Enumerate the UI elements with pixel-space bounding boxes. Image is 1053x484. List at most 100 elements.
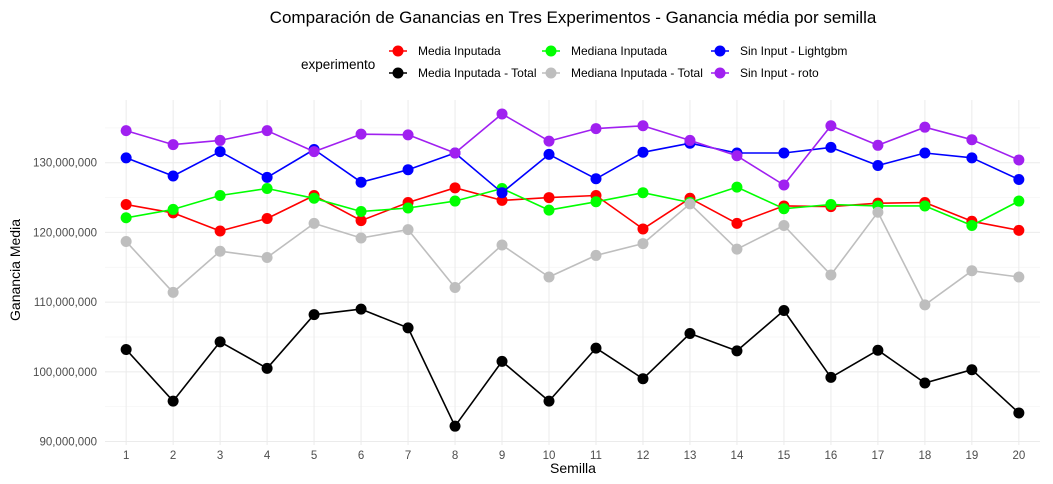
data-point <box>449 420 461 432</box>
data-point <box>355 215 367 227</box>
x-axis-ticks: 1 2 3 4 5 6 7 8 9 10 11 12 13 14 15 16 17 18 19 20 <box>123 450 1025 462</box>
data-point <box>919 299 931 311</box>
data-point <box>496 187 508 199</box>
data-point <box>637 373 649 385</box>
data-point <box>261 171 273 183</box>
data-point <box>355 303 367 315</box>
gridlines <box>105 100 1040 445</box>
data-point <box>825 141 837 153</box>
data-point <box>684 327 696 339</box>
legend-label: Mediana Inputada <box>571 44 667 58</box>
data-point <box>543 204 555 216</box>
x-tick-label: 9 <box>499 450 505 462</box>
series-media-inputada <box>120 182 1025 237</box>
legend-label: Media Inputada <box>418 44 501 58</box>
data-point <box>825 199 837 211</box>
legend-label: Media Inputada - Total <box>418 66 537 80</box>
series-line <box>125 186 1020 227</box>
data-point <box>778 179 790 191</box>
series-line <box>125 142 1020 194</box>
data-point <box>308 309 320 321</box>
data-point <box>590 173 602 185</box>
data-point <box>731 150 743 162</box>
data-point <box>261 252 273 264</box>
data-point <box>1013 154 1025 166</box>
series-line <box>125 113 1020 186</box>
data-point <box>872 160 884 172</box>
data-point <box>543 135 555 147</box>
data-point <box>449 281 461 293</box>
data-point <box>214 225 226 237</box>
data-point <box>402 129 414 141</box>
data-point <box>308 192 320 204</box>
x-tick-label: 20 <box>1012 450 1025 462</box>
data-point <box>872 206 884 218</box>
data-point <box>261 212 273 224</box>
legend-key-point <box>392 45 404 57</box>
data-point <box>966 219 978 231</box>
data-point <box>261 183 273 195</box>
data-point <box>778 203 790 215</box>
legend-item-mediana-inputada: Mediana Inputada <box>542 44 667 58</box>
x-tick-label: 17 <box>872 450 885 462</box>
data-point <box>402 322 414 334</box>
x-axis-title: Semilla <box>550 460 596 476</box>
data-point <box>1013 271 1025 283</box>
data-point <box>167 139 179 151</box>
data-point <box>825 371 837 383</box>
legend-key-point <box>392 67 404 79</box>
y-tick-label: 90,000,000 <box>39 437 97 449</box>
data-point <box>637 146 649 158</box>
data-point <box>167 203 179 215</box>
legend-label: Mediana Inputada - Total <box>571 66 703 80</box>
data-point <box>919 377 931 389</box>
data-point <box>543 192 555 204</box>
x-tick-label: 15 <box>778 450 791 462</box>
data-point <box>308 146 320 158</box>
data-point <box>590 342 602 354</box>
data-point <box>778 147 790 159</box>
data-point <box>496 194 508 206</box>
x-tick-label: 3 <box>217 450 223 462</box>
data-point <box>1013 407 1025 419</box>
data-point <box>261 362 273 374</box>
x-tick-label: 4 <box>264 450 271 462</box>
data-point <box>120 152 132 164</box>
data-point <box>637 238 649 250</box>
data-point <box>355 176 367 188</box>
data-point <box>167 170 179 182</box>
data-point <box>308 217 320 229</box>
data-point <box>778 219 790 231</box>
data-point <box>590 196 602 208</box>
data-point <box>120 199 132 211</box>
data-point <box>1013 224 1025 236</box>
data-point <box>543 148 555 160</box>
data-point <box>120 235 132 247</box>
data-point <box>214 336 226 348</box>
data-point <box>684 198 696 210</box>
chart-title: Comparación de Ganancias en Tres Experim… <box>270 8 877 27</box>
data-point <box>214 134 226 146</box>
x-tick-label: 16 <box>825 450 838 462</box>
data-point <box>637 223 649 235</box>
data-point <box>214 146 226 158</box>
data-point <box>637 120 649 132</box>
legend-item-media-inputada: Media Inputada <box>389 44 501 58</box>
data-point <box>966 364 978 376</box>
y-axis-ticks: 90,000,000 100,000,000 110,000,000 120,000,… <box>33 158 97 449</box>
data-point <box>402 202 414 214</box>
x-tick-label: 12 <box>637 450 650 462</box>
legend-key-point <box>545 45 557 57</box>
series-media-inputada-total <box>120 303 1025 432</box>
x-tick-label: 6 <box>358 450 364 462</box>
x-tick-label: 13 <box>684 450 697 462</box>
legend-key-point <box>545 67 557 79</box>
legend-item-mediana-inputada-total: Mediana Inputada - Total <box>542 66 703 80</box>
data-point <box>778 304 790 316</box>
data-point <box>590 249 602 261</box>
data-point <box>214 189 226 201</box>
y-tick-label: 130,000,000 <box>33 158 97 170</box>
x-tick-label: 2 <box>170 450 176 462</box>
series-layer <box>120 108 1025 432</box>
data-point <box>825 120 837 132</box>
